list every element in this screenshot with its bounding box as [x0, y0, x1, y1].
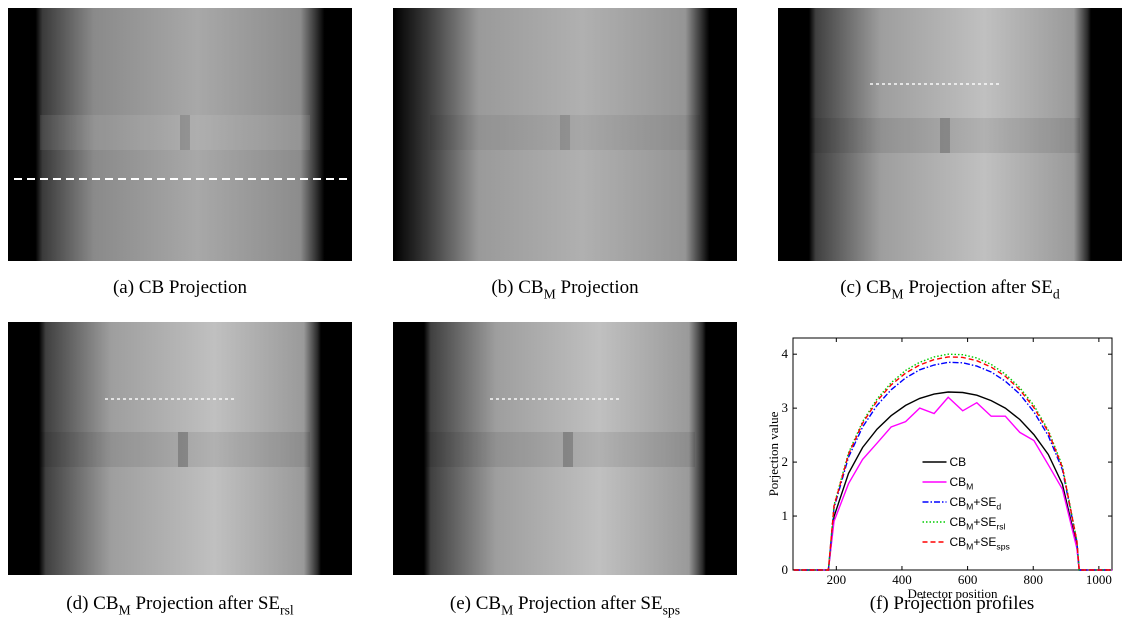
subscript: M [966, 481, 973, 491]
subscript: M [501, 602, 513, 617]
text-part: CB [950, 475, 967, 489]
text-part: (c) CB [840, 277, 891, 298]
series-line [793, 353, 1112, 571]
subscript: M [966, 541, 973, 551]
subscript: sps [996, 541, 1009, 551]
image-d [8, 322, 352, 575]
subscript: d [996, 501, 1001, 511]
text-part: Projection after SE [513, 593, 662, 614]
x-tick-label: 800 [1023, 572, 1043, 587]
series-line [793, 391, 1112, 571]
x-tick-label: 200 [827, 572, 847, 587]
text-part: Projection after SE [904, 277, 1053, 298]
x-axis-label: Detector position [908, 586, 998, 601]
caption: (d) CBM Projection after SErsl [66, 593, 294, 617]
x-tick-label: 400 [892, 572, 912, 587]
caption: (f) Projection profiles [870, 593, 1035, 614]
text-part: (f) Projection profiles [870, 593, 1035, 614]
image-c [778, 8, 1122, 261]
text-part: Projection after SE [131, 593, 280, 614]
y-tick-label: 4 [782, 346, 789, 361]
caption: (b) CBM Projection [491, 277, 639, 301]
caption: (c) CBM Projection after SEd [840, 277, 1060, 301]
text-part: (e) CB [450, 593, 501, 614]
subscript: d [1053, 286, 1060, 301]
y-tick-label: 3 [782, 400, 789, 415]
image-a [8, 8, 352, 261]
text-part: (d) CB [66, 593, 118, 614]
plot-frame [792, 337, 1113, 571]
subscript: rsl [996, 521, 1005, 531]
image-e [393, 322, 737, 575]
text-part: (b) CB [491, 277, 543, 298]
text-part: CB [950, 535, 967, 549]
legend-label: CBM+SErsl [950, 515, 1006, 531]
text-part: +SE [973, 515, 996, 529]
y-tick-label: 1 [782, 508, 789, 523]
legend-label: CBM+SEsps [950, 535, 1010, 551]
text-part: CB [950, 495, 967, 509]
subscript: rsl [280, 602, 294, 617]
series-line [793, 396, 1112, 571]
text-part: +SE [973, 495, 996, 509]
subscript: M [119, 602, 131, 617]
y-tick-label: 2 [782, 454, 789, 469]
y-tick-label: 0 [782, 562, 789, 577]
subscript: M [544, 286, 556, 301]
x-tick-label: 600 [958, 572, 978, 587]
subscript: sps [663, 602, 680, 617]
x-tick-label: 1000 [1086, 572, 1112, 587]
text-part: CB [950, 515, 967, 529]
y-axis-label: Porjection value [766, 411, 781, 496]
caption: (a) CB Projection [113, 277, 248, 298]
subscript: M [966, 521, 973, 531]
text-part: CB [950, 455, 967, 469]
subscript: M [966, 501, 973, 511]
legend-label: CB [950, 455, 967, 469]
legend-label: CBM+SEd [950, 495, 1002, 511]
legend-label: CBM [950, 475, 974, 491]
caption: (e) CBM Projection after SEsps [450, 593, 680, 617]
image-b [393, 8, 737, 261]
text-part: Projection [556, 277, 639, 298]
text-part: +SE [973, 535, 996, 549]
text-part: (a) CB Projection [113, 277, 248, 298]
subscript: M [891, 286, 903, 301]
series-line [793, 356, 1112, 571]
